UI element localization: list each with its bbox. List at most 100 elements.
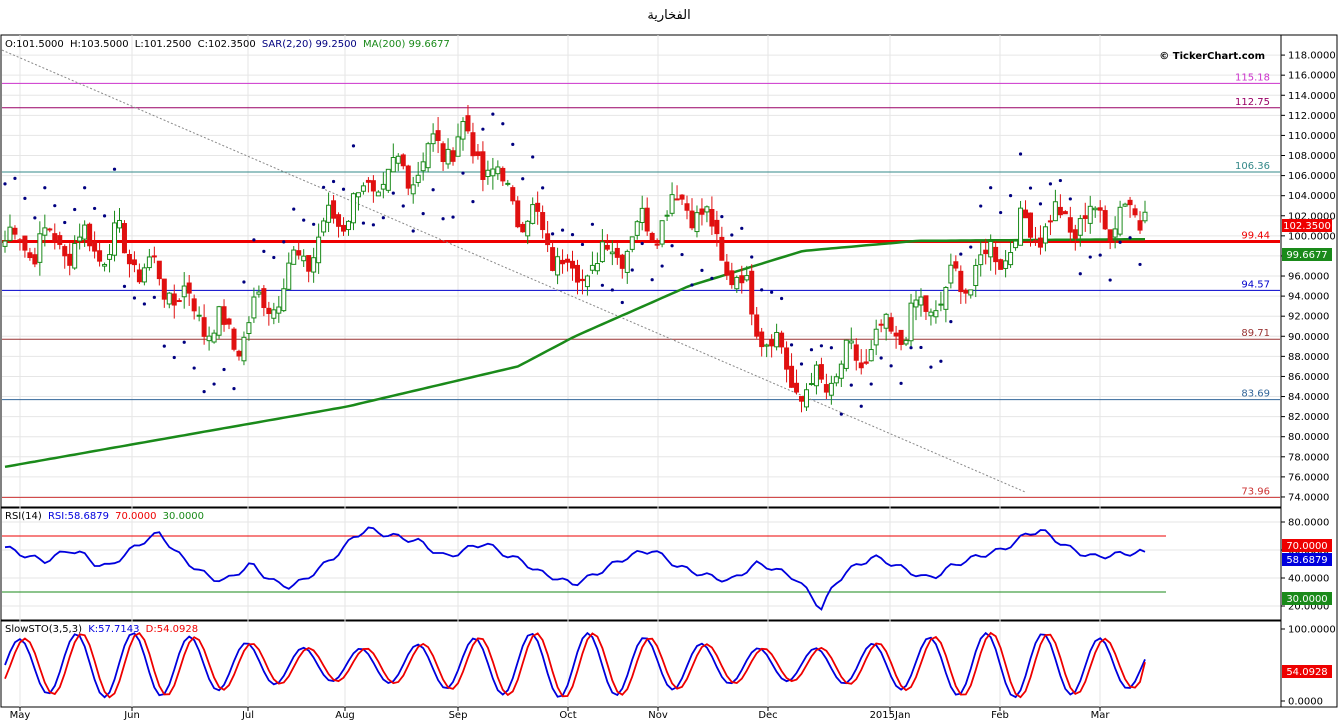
sar-dot: [570, 233, 575, 237]
sar-dot: [740, 226, 744, 230]
sar-dot: [351, 144, 356, 148]
candle-body: [67, 253, 73, 266]
sar-dot: [371, 223, 375, 227]
candle-body: [689, 210, 695, 229]
candle-body: [1087, 205, 1093, 224]
candle-body: [883, 313, 889, 329]
candle-body: [221, 306, 227, 325]
candle-body: [998, 259, 1004, 270]
sar-dot: [899, 381, 903, 385]
watermark: © TickerChart.com: [1159, 51, 1265, 62]
svg-text:70.0000: 70.0000: [1286, 541, 1327, 552]
candle-body: [838, 363, 844, 379]
candle-body: [171, 293, 177, 306]
sar-dot: [182, 340, 186, 344]
candle-body: [186, 282, 192, 294]
candle-body: [271, 309, 277, 319]
candle-body: [1042, 226, 1048, 244]
y-tick-label: 96.0000: [1288, 272, 1329, 283]
sar-dot: [172, 355, 176, 360]
sar-dot: [839, 412, 843, 416]
candle-body: [77, 236, 83, 242]
sar-dot: [282, 240, 286, 244]
candle-body: [983, 249, 989, 255]
ma-line: [4, 237, 1145, 469]
candle-body: [181, 285, 187, 298]
x-tick-label: Mar: [1091, 710, 1111, 721]
candle-body: [296, 250, 302, 256]
candle-body: [370, 180, 376, 192]
x-tick-label: Dec: [758, 710, 777, 721]
sar-dot: [411, 229, 415, 233]
candle-body: [545, 233, 551, 246]
sto-k-path: [4, 631, 1146, 699]
candle-body: [455, 136, 461, 157]
sar-dot: [760, 288, 764, 292]
candle-body: [913, 299, 919, 308]
candle-body: [1008, 252, 1014, 266]
candle-body: [460, 121, 466, 140]
sar-dot: [560, 228, 565, 232]
sto-current-badge: 54.0928: [1282, 665, 1332, 678]
sar-dot: [43, 186, 47, 190]
candle-body: [1062, 211, 1068, 215]
sar-dot: [252, 238, 256, 242]
candle-body: [405, 165, 411, 189]
trend-line: [1, 49, 1026, 493]
sar-dot: [132, 296, 137, 300]
candle-body: [1117, 206, 1123, 235]
sar-dot: [580, 242, 585, 247]
sar-dot: [511, 142, 515, 146]
candle-body: [903, 339, 909, 345]
chart-title: الفخارية: [647, 8, 691, 23]
rsi-panel-frame: [0, 507, 1282, 621]
candle-body: [116, 219, 122, 229]
sar-dot: [521, 177, 525, 181]
candle-body: [261, 288, 267, 309]
candle-body: [584, 275, 590, 288]
sar-dot: [700, 268, 704, 272]
sar-dot: [222, 367, 226, 372]
candle-body: [350, 193, 356, 224]
candle-body: [918, 296, 924, 306]
candle-body: [345, 220, 351, 231]
candle-body: [1032, 240, 1038, 243]
sar-dot: [889, 364, 893, 368]
level-label: 99.44: [1241, 230, 1270, 241]
candle-body: [858, 362, 864, 369]
candle-body: [136, 269, 142, 283]
candle-body: [390, 157, 396, 173]
candle-body: [988, 241, 994, 258]
sar-dot: [192, 366, 196, 370]
sar-dot: [312, 222, 316, 226]
x-tick-label: 2015Jan: [870, 710, 911, 721]
candle-body: [1102, 210, 1108, 230]
candle-body: [246, 322, 252, 335]
candle-body: [863, 361, 869, 364]
x-tick-label: Feb: [991, 710, 1009, 721]
x-tick-label: Aug: [335, 710, 355, 721]
candle-body: [515, 200, 521, 228]
sar-dot: [879, 356, 883, 360]
candle-body: [928, 311, 934, 317]
candle-body: [654, 243, 660, 246]
sar-dot: [93, 206, 97, 211]
sto-tick-label: 100.0000: [1288, 625, 1336, 636]
sar-dot: [541, 186, 545, 190]
svg-text:54.0928: 54.0928: [1286, 667, 1327, 678]
sar-dot: [710, 276, 714, 280]
sar-dot: [292, 207, 296, 211]
candle-body: [1047, 220, 1053, 223]
candle-body: [470, 132, 476, 157]
candle-body: [828, 382, 834, 396]
y-tick-label: 86.0000: [1288, 372, 1329, 383]
candle-body: [226, 318, 232, 325]
sar-dot: [620, 300, 624, 305]
level-label: 94.57: [1241, 279, 1270, 290]
candle-body: [191, 298, 197, 312]
candle-body: [480, 151, 486, 180]
candle-body: [878, 323, 884, 326]
x-tick-label: Sep: [449, 710, 468, 721]
candle-body: [754, 314, 760, 337]
